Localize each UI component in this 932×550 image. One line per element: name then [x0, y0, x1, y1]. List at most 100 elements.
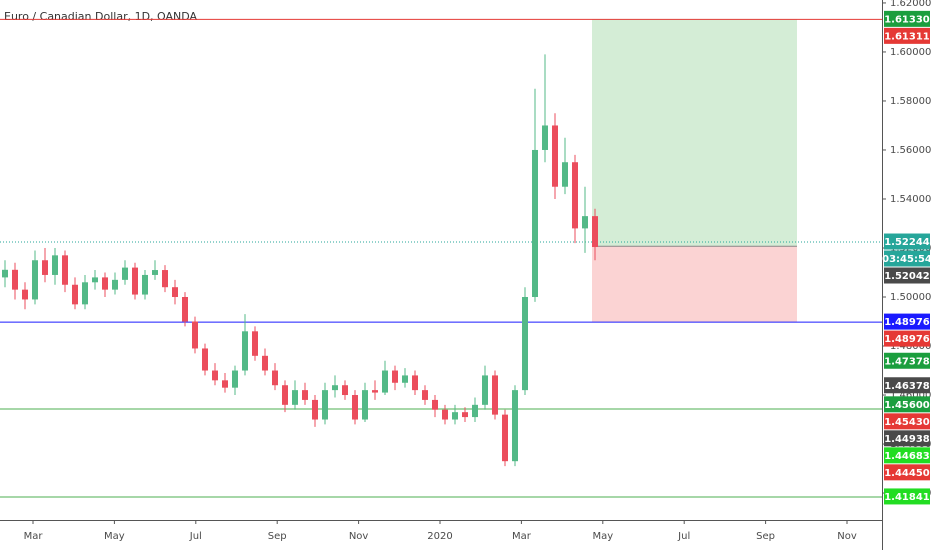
x-tick-label: Sep [756, 531, 775, 542]
price-label: 1.44683 [884, 451, 930, 462]
candle-body [362, 390, 368, 420]
y-tick-label: 1.62000 [890, 0, 931, 9]
y-tick-label: 1.58000 [890, 96, 931, 107]
price-label: 1.41841 [884, 492, 930, 503]
candle-body [552, 125, 558, 187]
price-label-box [884, 488, 930, 505]
y-tick-label: 1.46000 [890, 390, 931, 401]
price-label: 1.61311 [884, 31, 930, 42]
candle-body [502, 414, 508, 462]
candle-body [292, 390, 298, 405]
countdown-box [884, 250, 930, 267]
candle-body [432, 399, 438, 410]
chart-title: Euro / Canadian Dollar, 1D, OANDA [4, 10, 198, 23]
candle-body [142, 274, 148, 295]
price-label: 1.45430 [884, 417, 930, 428]
candle-body [82, 282, 88, 305]
candle-body [402, 375, 408, 383]
price-label: 1.52244 [884, 237, 930, 248]
candle-body [222, 380, 228, 388]
candle-body [572, 162, 578, 229]
candle-body [482, 375, 488, 405]
candle-body [282, 385, 288, 405]
candle-body [352, 395, 358, 420]
price-label-box [884, 352, 930, 369]
candle-body [212, 370, 218, 381]
price-label: 1.44938 [884, 434, 930, 445]
position-profit [592, 19, 797, 247]
candle-body [152, 270, 158, 275]
candle-body [392, 370, 398, 383]
price-label-box [884, 233, 930, 250]
price-label: 1.46378 [884, 381, 930, 392]
candle-body [382, 370, 388, 393]
x-tick-label: Nov [349, 531, 369, 542]
candle-body [242, 331, 248, 371]
x-tick-label: 2020 [427, 531, 452, 542]
x-tick-label: Mar [512, 531, 532, 542]
candle-body [452, 412, 458, 420]
candle-body [262, 355, 268, 371]
candle-body [492, 375, 498, 415]
x-tick-label: Nov [837, 531, 857, 542]
candle-body [122, 267, 128, 280]
candle-body [332, 385, 338, 391]
price-label-box [884, 396, 930, 413]
x-tick-label: May [592, 531, 613, 542]
candle-body [592, 216, 598, 248]
candle-body [422, 390, 428, 400]
price-label: 1.48976 [884, 317, 930, 328]
x-tick-label: May [104, 531, 125, 542]
candle-body [412, 375, 418, 391]
price-label: 1.61330 [884, 14, 930, 25]
price-label-box [884, 447, 930, 464]
y-tick-label: 1.50000 [890, 292, 931, 303]
y-tick-label: 1.54000 [890, 194, 931, 205]
candle-body [472, 404, 478, 418]
x-tick-label: Jul [189, 531, 202, 542]
candle-body [92, 277, 98, 283]
candle-body [132, 267, 138, 295]
price-label: 1.47378 [884, 356, 930, 367]
candle-body [192, 321, 198, 349]
candle-body [32, 260, 38, 300]
candle-body [462, 412, 468, 418]
x-tick-label: Jul [677, 531, 690, 542]
candle-body [2, 269, 8, 278]
candle-body [582, 216, 588, 229]
price-label-box [884, 267, 930, 284]
x-tick-label: Mar [24, 531, 44, 542]
candle-body [22, 289, 28, 300]
candle-body [542, 125, 548, 150]
candle-body [102, 277, 108, 290]
price-label-box [884, 464, 930, 481]
candle-body [532, 149, 538, 298]
price-label-box [884, 10, 930, 27]
candle-body [12, 269, 18, 290]
candle-body [232, 370, 238, 388]
candle-body [312, 399, 318, 420]
price-label: 1.44450 [884, 468, 930, 479]
price-label-box [884, 377, 930, 394]
x-tick-label: Sep [268, 531, 287, 542]
price-label-box [884, 330, 930, 347]
candle-body [562, 162, 568, 187]
candle-body [62, 255, 68, 285]
candle-body [162, 270, 168, 288]
candle-body [42, 260, 48, 275]
candle-body [52, 255, 58, 275]
price-label-box [884, 413, 930, 430]
candle-body [252, 331, 258, 356]
price-label: 1.45600 [884, 400, 930, 411]
y-tick-label: 1.60000 [890, 47, 931, 58]
candle-body [302, 390, 308, 400]
candle-body [202, 348, 208, 371]
price-label: 1.52042 [884, 271, 930, 282]
y-tick-label: 1.56000 [890, 145, 931, 156]
candle-body [342, 385, 348, 396]
background-layer [592, 19, 797, 323]
position-loss [592, 246, 797, 323]
candle-body [512, 390, 518, 462]
price-label-box [884, 430, 930, 447]
